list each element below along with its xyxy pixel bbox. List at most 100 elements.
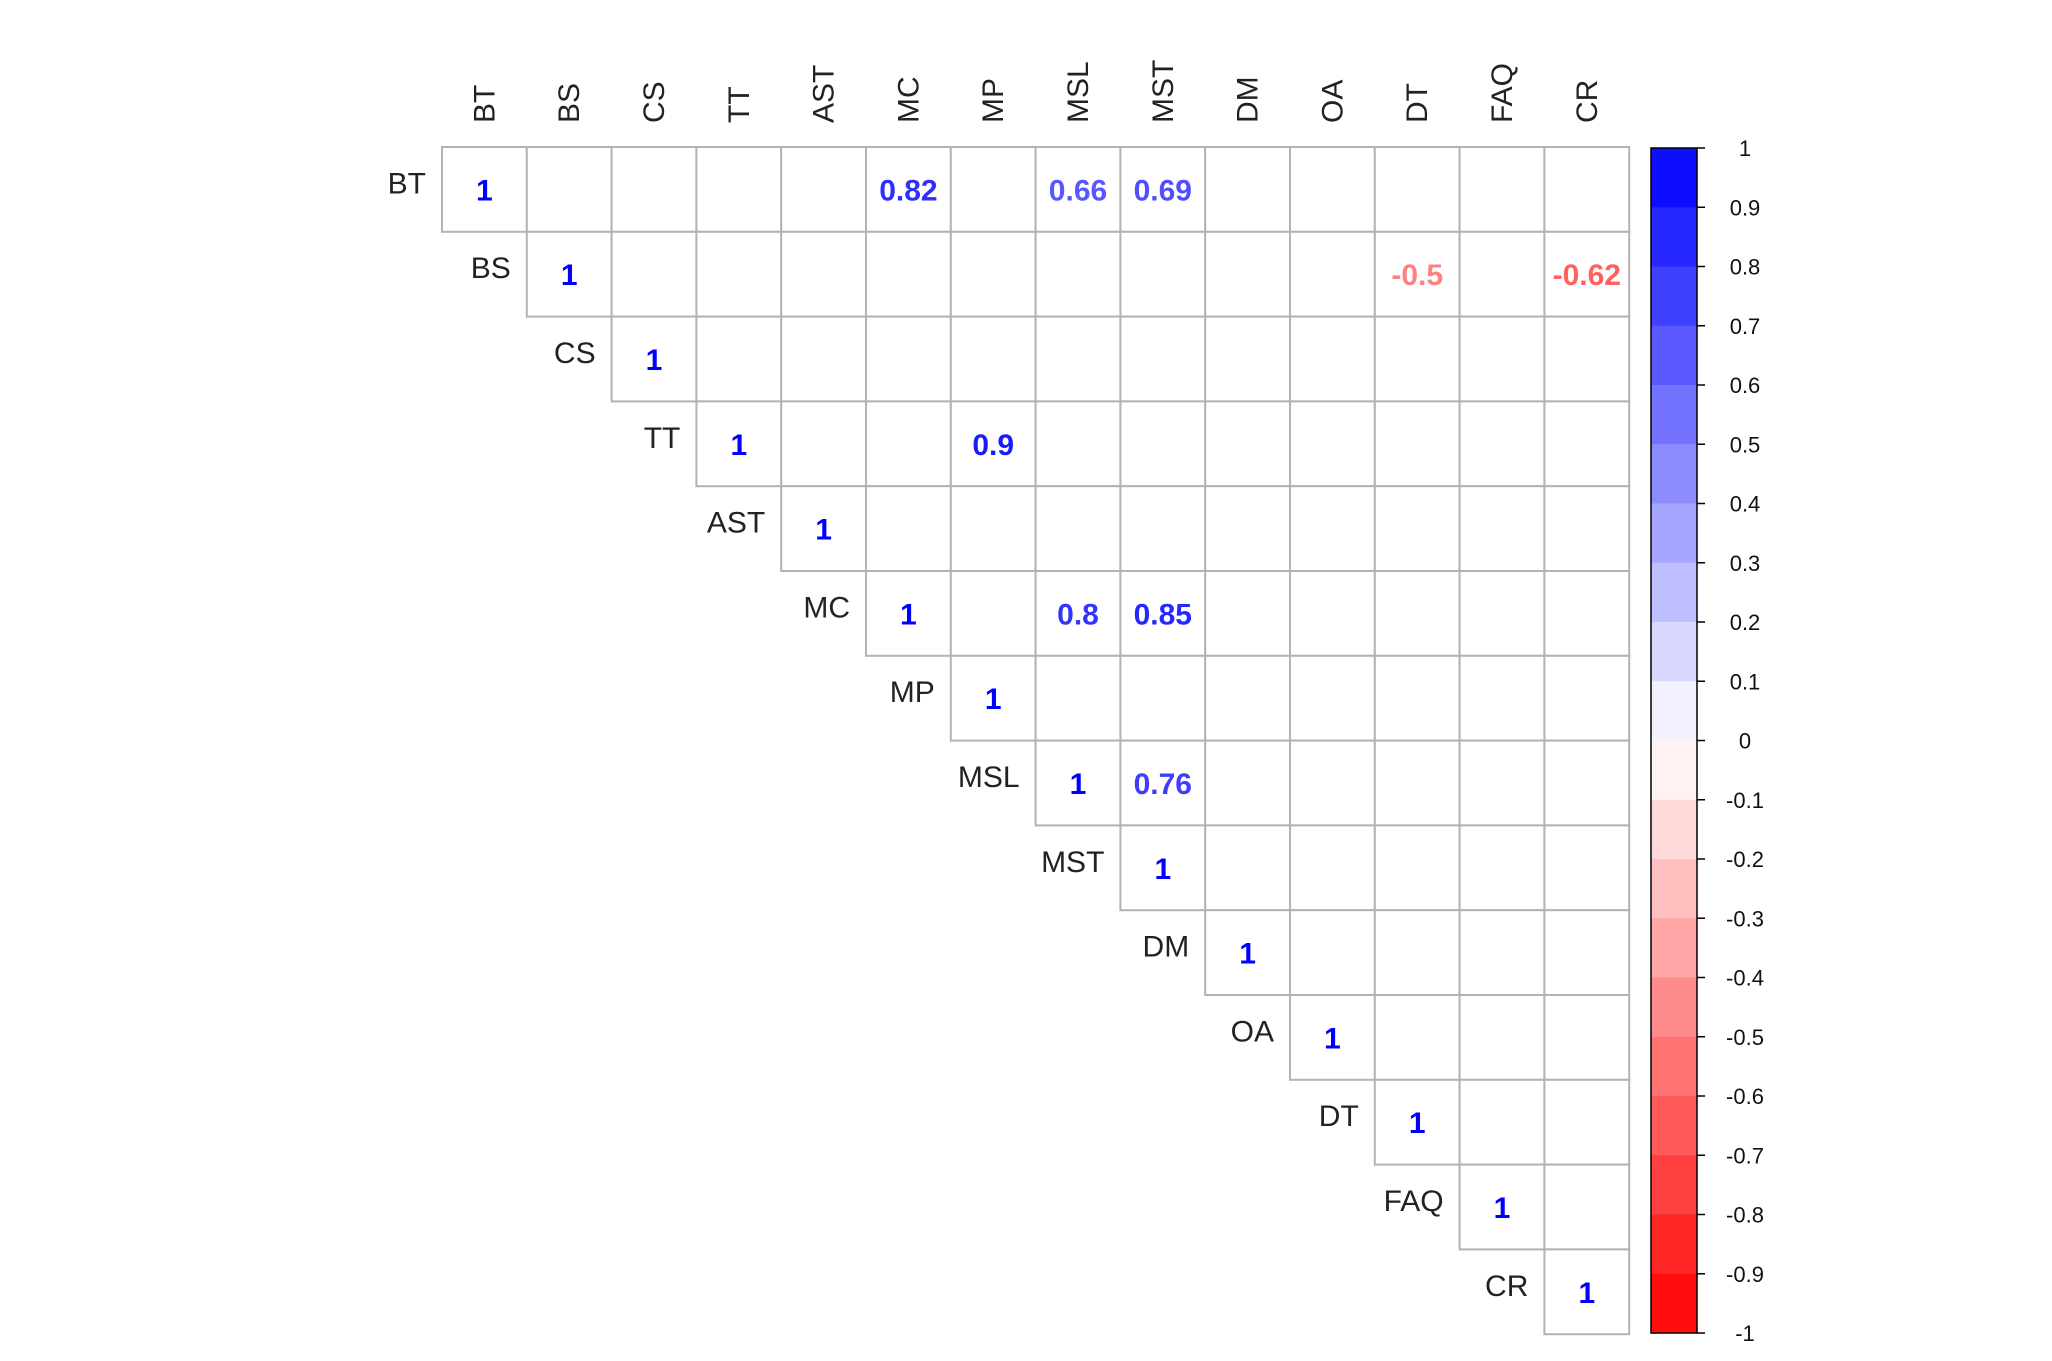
row-label-mc: MC xyxy=(803,591,850,624)
grid-cell-mc-cr xyxy=(1543,570,1631,657)
grid-cell-ast-mst xyxy=(1119,485,1207,573)
column-label-oa: OA xyxy=(1316,80,1349,123)
cell-value-dt-dt: 1 xyxy=(1409,1107,1426,1140)
colorbar-band-13 xyxy=(1651,859,1697,919)
cell-value-bt-bt: 1 xyxy=(476,174,493,207)
grid-cell-cr-cr xyxy=(1543,1248,1631,1336)
grid-layer xyxy=(441,146,1631,1336)
row-label-bt: BT xyxy=(388,167,426,200)
cell-value-bs-bs: 1 xyxy=(561,259,578,292)
column-labels: BT BS CS TT AST MC MP MSL MST DM OA DT FAQ CR xyxy=(468,60,1603,123)
grid-cell-tt-tt xyxy=(695,400,783,488)
grid-cell-bs-mst xyxy=(1119,230,1207,318)
colorbar-band-11 xyxy=(1651,740,1697,801)
column-label-faq: FAQ xyxy=(1486,63,1519,123)
colorbar-band-19 xyxy=(1651,1214,1697,1275)
grid-cell-tt-dm xyxy=(1204,400,1291,488)
grid-cell-bs-tt xyxy=(695,230,783,318)
cell-value-tt-mp: 0.9 xyxy=(972,429,1014,462)
grid-cell-mp-mst xyxy=(1119,654,1207,742)
colorbar-band-10 xyxy=(1651,681,1697,742)
grid-cell-tt-msl xyxy=(1034,400,1122,488)
cell-value-bt-mst: 0.69 xyxy=(1134,174,1192,207)
colorbar-tick-label-0-1: 0.1 xyxy=(1730,669,1761,694)
column-label-cs: CS xyxy=(638,81,671,123)
grid-cell-cs-dm xyxy=(1204,315,1291,403)
grid-cell-tt-mp xyxy=(949,400,1037,488)
grid-cell-bs-dm xyxy=(1204,230,1291,318)
grid-cell-ast-msl xyxy=(1034,485,1122,573)
colorbar-tick-label-0-6: 0.6 xyxy=(1730,373,1761,398)
grid-cell-msl-dm xyxy=(1204,739,1291,827)
cell-value-bt-msl: 0.66 xyxy=(1049,174,1107,207)
colorbar-tick-label--0-4: -0.4 xyxy=(1726,966,1764,991)
colorbar-tick-label-0-8: 0.8 xyxy=(1730,255,1761,280)
colorbar-band-16 xyxy=(1651,1036,1697,1097)
grid-cell-bs-bs xyxy=(525,230,613,318)
colorbar-tick-label--0-2: -0.2 xyxy=(1726,847,1764,872)
grid-cell-cs-faq xyxy=(1458,315,1546,403)
row-label-tt: TT xyxy=(644,422,681,455)
colorbar-tick-label-0-5: 0.5 xyxy=(1730,432,1761,457)
grid-cell-dm-dt xyxy=(1373,909,1461,997)
colorbar-tick-label--1: -1 xyxy=(1735,1321,1755,1346)
grid-cell-dt-dt xyxy=(1373,1078,1461,1166)
grid-cell-bt-faq xyxy=(1458,146,1546,233)
row-label-mst: MST xyxy=(1041,846,1104,879)
column-label-mc: MC xyxy=(892,76,925,123)
grid-cell-msl-oa xyxy=(1289,739,1376,827)
grid-cell-dm-cr xyxy=(1543,909,1631,997)
grid-cell-tt-cr xyxy=(1543,400,1631,488)
column-label-dt: DT xyxy=(1401,83,1434,123)
colorbar-tick-label--0-9: -0.9 xyxy=(1726,1262,1764,1287)
column-label-mst: MST xyxy=(1147,60,1180,123)
column-label-msl: MSL xyxy=(1062,61,1095,123)
grid-cell-oa-oa xyxy=(1289,994,1376,1081)
grid-cell-ast-cr xyxy=(1543,485,1631,573)
colorbar-tick-label-0-2: 0.2 xyxy=(1730,610,1761,635)
colorbar-band-15 xyxy=(1651,977,1697,1038)
colorbar-band-17 xyxy=(1651,1096,1697,1156)
grid-cell-ast-dm xyxy=(1204,485,1291,573)
grid-cell-cs-oa xyxy=(1289,315,1376,403)
grid-cell-faq-faq xyxy=(1458,1163,1546,1251)
grid-cell-dm-oa xyxy=(1289,909,1376,997)
grid-cell-tt-faq xyxy=(1458,400,1546,488)
grid-cell-mc-dm xyxy=(1204,570,1291,657)
grid-cell-bt-ast xyxy=(780,146,868,233)
grid-cell-msl-dt xyxy=(1373,739,1461,827)
colorbar-tick-label--0-1: -0.1 xyxy=(1726,788,1764,813)
colorbar-band-12 xyxy=(1651,799,1697,860)
grid-cell-cs-mc xyxy=(865,315,952,403)
grid-cell-dm-faq xyxy=(1458,909,1546,997)
grid-cell-mst-mst xyxy=(1119,824,1207,912)
colorbar-tick-label-0-7: 0.7 xyxy=(1730,314,1761,339)
row-label-bs: BS xyxy=(471,252,511,285)
grid-cell-bt-cs xyxy=(610,146,698,233)
grid-cell-tt-ast xyxy=(780,400,868,488)
row-label-oa: OA xyxy=(1231,1015,1274,1048)
colorbar-band-5 xyxy=(1651,385,1697,445)
row-label-dt: DT xyxy=(1319,1100,1359,1133)
grid-cell-bs-faq xyxy=(1458,230,1546,318)
grid-cell-oa-dt xyxy=(1373,994,1461,1081)
grid-cell-ast-dt xyxy=(1373,485,1461,573)
grid-cell-mc-mc xyxy=(865,570,952,657)
grid-cell-tt-dt xyxy=(1373,400,1461,488)
grid-cell-bt-oa xyxy=(1289,146,1376,233)
grid-cell-oa-cr xyxy=(1543,994,1631,1081)
grid-cell-mc-faq xyxy=(1458,570,1546,657)
colorbar-tick-label-0-9: 0.9 xyxy=(1730,195,1761,220)
grid-cell-bs-msl xyxy=(1034,230,1122,318)
grid-cell-msl-cr xyxy=(1543,739,1631,827)
row-label-msl: MSL xyxy=(958,761,1020,794)
column-label-dm: DM xyxy=(1232,76,1265,123)
grid-cell-mc-oa xyxy=(1289,570,1376,657)
value-layer: 1 0.82 0.66 0.69 1 -0.5 -0.62 1 1 0.9 1 1 0.8 0.85 1 1 0… xyxy=(476,174,1621,1309)
grid-cell-bt-dt xyxy=(1373,146,1461,233)
grid-cell-bt-cr xyxy=(1543,146,1631,233)
colorbar-tick-label--0-6: -0.6 xyxy=(1726,1084,1764,1109)
cell-value-mc-msl: 0.8 xyxy=(1057,598,1099,631)
colorbar-band-7 xyxy=(1651,503,1697,564)
